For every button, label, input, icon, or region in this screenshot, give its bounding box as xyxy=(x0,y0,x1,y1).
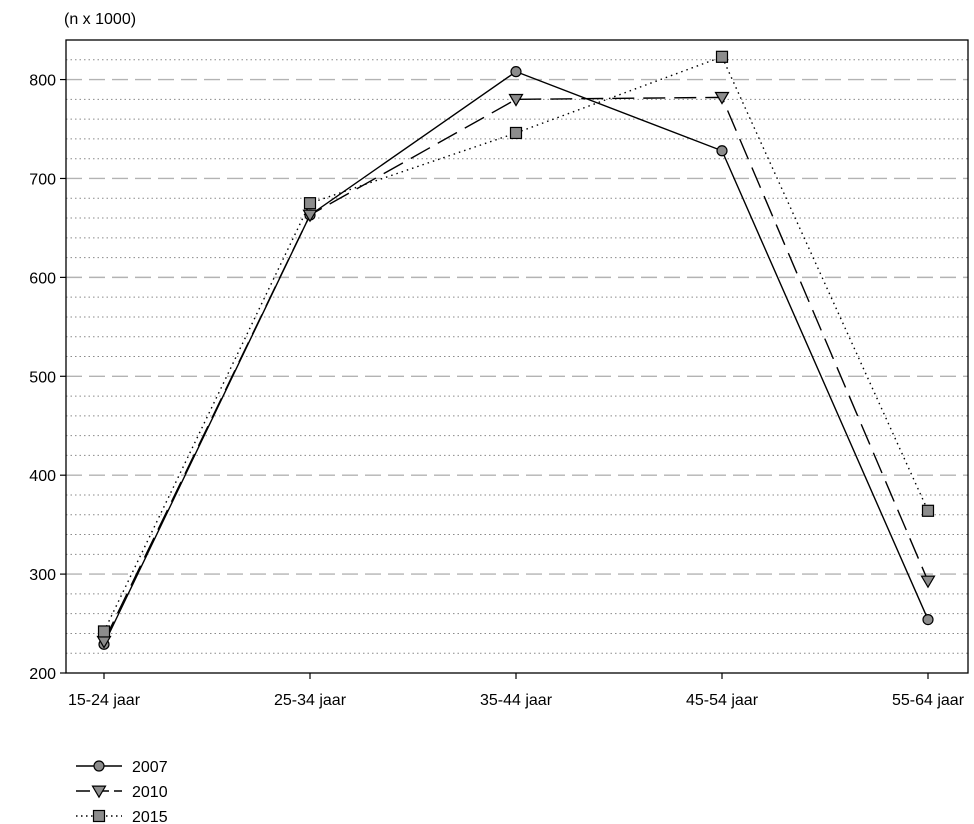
series-2010 xyxy=(103,96,929,642)
data-point-2007-3 xyxy=(716,145,728,157)
x-tick-label: 35-44 jaar xyxy=(480,692,553,709)
y-tick-label: 600 xyxy=(29,270,56,287)
data-point-2015-3 xyxy=(715,50,729,63)
y-tick-label: 200 xyxy=(29,666,56,683)
x-tick-label: 15-24 jaar xyxy=(68,692,141,709)
x-tick-label: 45-54 jaar xyxy=(686,692,759,709)
series-layer xyxy=(96,50,936,650)
legend-label-2015: 2015 xyxy=(132,809,168,824)
legend-item-2015: 2015 xyxy=(76,809,168,824)
legend-marker-2007 xyxy=(93,760,105,772)
legend-label-2007: 2007 xyxy=(132,759,168,776)
y-tick-label: 800 xyxy=(29,73,56,90)
series-markers-2015 xyxy=(97,50,935,638)
legend-item-2007: 2007 xyxy=(76,759,168,776)
data-point-2015-1 xyxy=(303,197,317,210)
data-point-2010-3 xyxy=(714,91,730,105)
legend-marker-2010 xyxy=(91,785,107,799)
x-tick-label: 25-34 jaar xyxy=(274,692,347,709)
series-line-2010 xyxy=(103,96,929,642)
series-2015 xyxy=(103,55,929,632)
axes-layer: 200 300 400 500 600 700 800 15-24 jaar 25-34 jaa… xyxy=(29,11,969,709)
y-tick-label: 400 xyxy=(29,468,56,485)
legend-item-2010: 2010 xyxy=(76,784,168,801)
data-point-2015-0 xyxy=(97,625,111,638)
series-markers-2010 xyxy=(96,91,936,649)
y-tick-label: 300 xyxy=(29,567,56,584)
series-markers-2007 xyxy=(98,66,934,650)
series-2007 xyxy=(103,70,929,645)
data-point-2007-4 xyxy=(922,613,934,626)
data-point-2015-2 xyxy=(509,126,523,140)
data-point-2007-2 xyxy=(510,66,522,78)
y-tick-label: 500 xyxy=(29,369,56,386)
series-line-2007 xyxy=(103,70,929,645)
unit-label: (n x 1000) xyxy=(64,11,136,28)
legend-marker-2015 xyxy=(92,809,106,823)
y-tick-label: 700 xyxy=(29,171,56,188)
grid-layer xyxy=(66,59,968,654)
data-point-2010-4 xyxy=(920,575,936,589)
data-point-2010-2 xyxy=(508,93,524,107)
data-point-2015-4 xyxy=(921,504,935,517)
data-point-2010-1 xyxy=(302,209,318,223)
legend: 2007 2010 2015 xyxy=(76,759,168,824)
x-tick-label: 55-64 jaar xyxy=(892,692,965,709)
series-line-2015 xyxy=(103,55,929,632)
plot-frame xyxy=(65,39,969,674)
legend-label-2010: 2010 xyxy=(132,784,168,801)
